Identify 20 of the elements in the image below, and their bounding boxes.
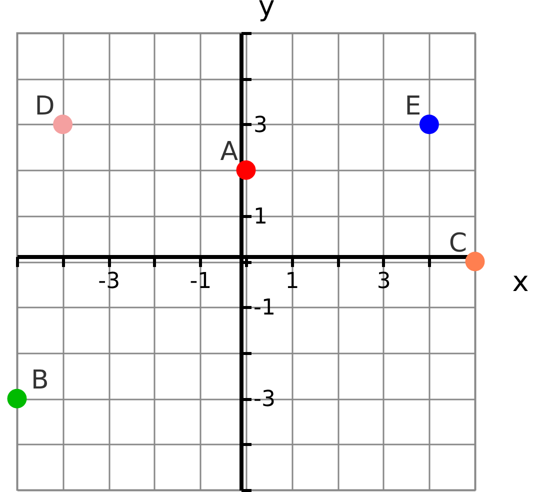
x-tick-label: 1 (285, 269, 300, 294)
y-tick-label: 3 (254, 112, 268, 138)
annotation: E (404, 91, 422, 122)
annotation: D (34, 91, 55, 122)
point (53, 114, 73, 134)
point (465, 252, 485, 272)
point (419, 114, 439, 134)
annotation: B (31, 366, 49, 396)
annotation: A (220, 137, 238, 168)
x-tick-label: -1 (190, 269, 212, 294)
point (236, 160, 256, 180)
x-tick-label: -3 (98, 269, 120, 294)
x-tick-label: 3 (376, 269, 391, 294)
point (7, 388, 27, 408)
y-tick-label: -1 (254, 296, 276, 321)
y-tick-label: -3 (254, 387, 276, 412)
y-axis-title: y (258, 0, 275, 22)
annotation: C (448, 228, 467, 258)
y-tick-label: 1 (254, 204, 268, 230)
x-axis-title: x (512, 265, 529, 298)
